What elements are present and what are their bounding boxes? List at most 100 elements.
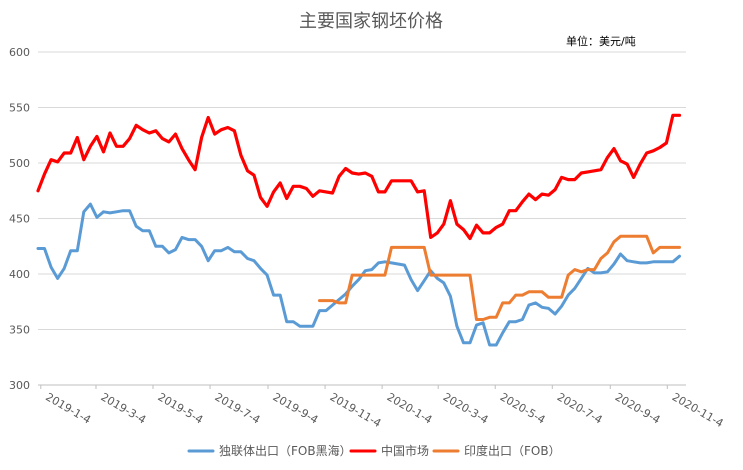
data-point (141, 229, 144, 232)
data-point (102, 150, 105, 154)
data-point (625, 259, 629, 262)
data-point (82, 210, 86, 213)
data-point (409, 278, 413, 281)
data-point (265, 273, 269, 277)
data-point (442, 281, 445, 285)
data-point (233, 129, 236, 132)
data-point (331, 299, 334, 302)
data-point (436, 273, 439, 277)
data-point (246, 257, 249, 260)
data-point (508, 301, 511, 305)
data-point (174, 132, 177, 136)
y-tick-label: 500 (9, 157, 30, 170)
data-point (645, 151, 648, 155)
data-point (442, 222, 445, 226)
data-point (187, 238, 190, 241)
y-tick-label: 600 (9, 46, 30, 59)
data-point (449, 295, 452, 298)
data-point (429, 236, 432, 239)
data-point (501, 331, 504, 334)
data-point (233, 250, 236, 253)
data-point (95, 135, 99, 138)
data-point (416, 289, 419, 292)
y-tick-label: 550 (9, 102, 30, 115)
data-point (135, 225, 138, 228)
data-point (612, 262, 616, 266)
data-point (619, 252, 622, 256)
x-tick-label: 2019-5-4 (156, 390, 206, 426)
data-point (403, 263, 406, 267)
data-point (344, 301, 347, 305)
data-point (82, 158, 86, 161)
data-point (383, 260, 387, 263)
data-point (580, 277, 583, 280)
data-point (252, 259, 256, 262)
data-point (56, 160, 59, 164)
data-point (377, 273, 380, 277)
data-point (678, 255, 681, 258)
data-point (298, 185, 301, 188)
data-point (625, 235, 629, 238)
data-point (553, 296, 557, 299)
data-point (43, 172, 46, 176)
series-2 (318, 234, 681, 321)
data-point (671, 260, 675, 263)
data-point (370, 268, 373, 271)
data-point (298, 325, 301, 328)
data-point (102, 210, 105, 213)
data-point (285, 197, 288, 200)
data-point (279, 181, 282, 185)
gridlines (38, 51, 686, 386)
x-tick-label: 2019-3-4 (98, 390, 148, 426)
legend-item[interactable]: 印度出口（FOB） (432, 443, 561, 458)
data-point (43, 247, 46, 250)
series-line (318, 234, 681, 321)
data-point (652, 149, 655, 152)
legend-item[interactable]: 独联体出口（FOB黑海） (187, 443, 352, 458)
data-point (148, 229, 151, 232)
data-point (593, 268, 596, 271)
data-point (357, 172, 360, 176)
data-point (383, 190, 387, 194)
data-point (351, 171, 354, 175)
data-point (318, 299, 321, 302)
data-point (606, 156, 609, 159)
data-point (540, 306, 544, 309)
data-point (612, 240, 616, 243)
series-1 (36, 113, 682, 241)
data-point (226, 126, 229, 129)
data-point (488, 316, 491, 319)
legend: 独联体出口（FOB黑海） 中国市场 印度出口（FOB） (187, 443, 561, 458)
data-point (475, 224, 478, 227)
data-point (593, 271, 596, 275)
x-tick-label: 2020-7-4 (555, 390, 605, 426)
data-point (606, 270, 609, 273)
data-point (337, 175, 341, 178)
data-point (396, 262, 400, 266)
data-point (508, 209, 511, 212)
data-point (573, 287, 576, 290)
x-tick-label: 2019-1-4 (43, 390, 93, 426)
data-point (462, 341, 465, 344)
data-point (148, 131, 151, 135)
data-point (527, 192, 531, 196)
data-point (167, 140, 171, 144)
data-point (501, 301, 504, 305)
data-point (619, 235, 622, 238)
data-point (108, 211, 112, 215)
data-point (200, 245, 203, 248)
data-point (279, 293, 282, 297)
data-point (455, 273, 459, 277)
data-point (49, 158, 53, 161)
data-point (488, 231, 491, 235)
x-tick-label: 2020-3-4 (441, 390, 491, 426)
legend-label: 中国市场 (381, 443, 429, 458)
data-point (135, 124, 138, 127)
data-point (645, 261, 648, 265)
data-point (324, 299, 328, 302)
data-point (521, 200, 524, 203)
data-point (180, 147, 184, 150)
data-point (658, 246, 661, 249)
legend-item[interactable]: 中国市场 (349, 443, 429, 458)
data-point (567, 273, 570, 277)
